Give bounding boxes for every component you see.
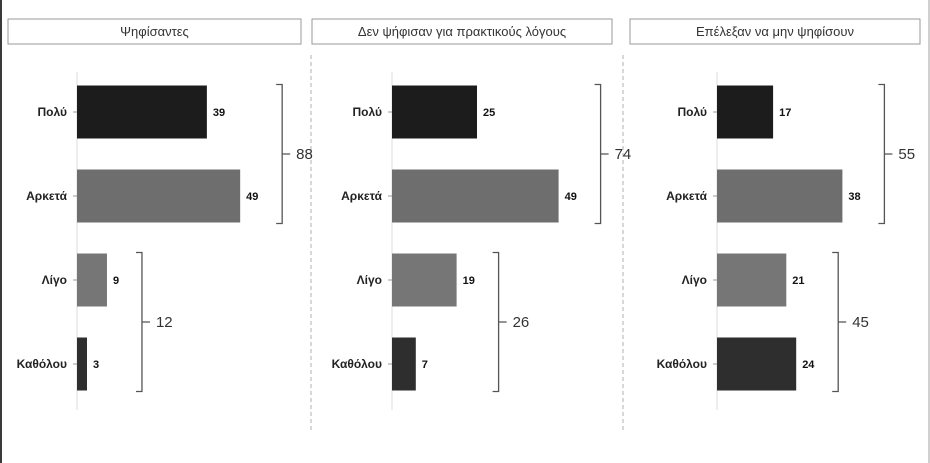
group-total: 45 — [852, 314, 869, 331]
group-total: 26 — [513, 314, 530, 331]
panel-title: Επέλεξαν να μην ψηφίσουν — [696, 24, 854, 39]
value-label: 19 — [463, 275, 475, 287]
bar-3 — [77, 253, 107, 307]
category-label: Πολύ — [678, 105, 707, 119]
value-label: 17 — [779, 107, 791, 119]
left-border — [0, 0, 2, 463]
category-label: Αρκετά — [666, 189, 707, 203]
group-bracket-2 — [492, 251, 507, 393]
value-label: 25 — [483, 107, 495, 119]
group-bracket-1 — [594, 83, 609, 225]
group-total: 74 — [615, 146, 632, 163]
bar-1 — [77, 85, 207, 139]
category-label: Λίγο — [682, 273, 707, 287]
group-bracket-2 — [832, 251, 847, 393]
category-label: Καθόλου — [332, 357, 382, 371]
group-bracket-2 — [135, 251, 150, 393]
value-label: 38 — [848, 191, 860, 203]
value-label: 21 — [792, 275, 804, 287]
bar-1 — [717, 85, 774, 139]
group-bracket-1 — [878, 83, 893, 225]
panel-header-1 — [7, 18, 302, 45]
value-label: 3 — [93, 359, 99, 371]
bar-1 — [392, 85, 477, 139]
category-label: Λίγο — [42, 273, 67, 287]
group-bracket-1 — [276, 83, 291, 225]
right-border — [928, 0, 930, 463]
value-label: 49 — [246, 191, 258, 203]
value-label: 49 — [565, 191, 577, 203]
category-label: Αρκετά — [26, 189, 67, 203]
bar-2 — [392, 169, 559, 223]
category-label: Καθόλου — [17, 357, 67, 371]
bar-2 — [77, 169, 241, 223]
bar-3 — [392, 253, 457, 307]
panel-header-3 — [629, 18, 921, 45]
bar-3 — [717, 253, 787, 307]
value-label: 24 — [802, 359, 815, 371]
panel-header-2 — [311, 18, 613, 45]
category-label: Πολύ — [38, 105, 67, 119]
category-label: Πολύ — [353, 105, 382, 119]
group-total: 12 — [156, 314, 173, 331]
bar-4 — [77, 337, 87, 391]
category-label: Αρκετά — [341, 189, 382, 203]
bar-2 — [717, 169, 843, 223]
category-label: Καθόλου — [657, 357, 707, 371]
category-label: Λίγο — [357, 273, 382, 287]
panel-title: Ψηφίσαντες — [120, 24, 189, 39]
value-label: 39 — [213, 107, 225, 119]
bar-4 — [392, 337, 416, 391]
bar-4 — [717, 337, 797, 391]
value-label: 9 — [113, 275, 119, 287]
group-total: 55 — [898, 146, 915, 163]
group-total: 88 — [296, 146, 313, 163]
value-label: 7 — [422, 359, 428, 371]
panel-title: Δεν ψήφισαν για πρακτικούς λόγους — [358, 24, 566, 39]
